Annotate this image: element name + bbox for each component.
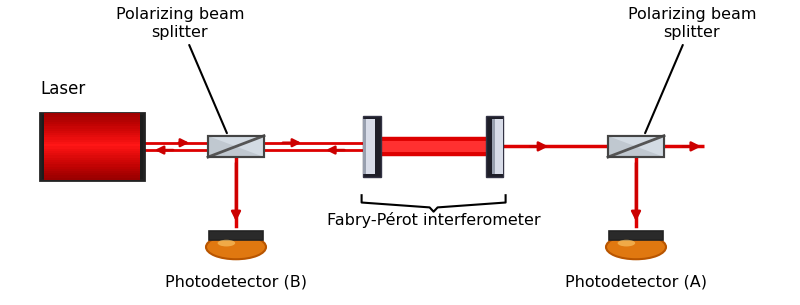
FancyBboxPatch shape — [44, 128, 140, 131]
FancyBboxPatch shape — [44, 133, 140, 135]
FancyBboxPatch shape — [44, 173, 140, 175]
FancyBboxPatch shape — [486, 116, 503, 177]
FancyBboxPatch shape — [609, 231, 663, 240]
FancyBboxPatch shape — [44, 167, 140, 169]
FancyBboxPatch shape — [44, 126, 140, 128]
FancyBboxPatch shape — [44, 122, 140, 124]
Text: Photodetector (B): Photodetector (B) — [165, 274, 307, 289]
Text: Photodetector (A): Photodetector (A) — [565, 274, 707, 289]
Polygon shape — [608, 136, 664, 157]
FancyBboxPatch shape — [44, 120, 140, 122]
FancyBboxPatch shape — [44, 113, 140, 115]
Ellipse shape — [606, 235, 666, 259]
FancyBboxPatch shape — [492, 119, 494, 174]
Polygon shape — [208, 136, 264, 157]
FancyBboxPatch shape — [44, 144, 140, 146]
FancyBboxPatch shape — [209, 231, 263, 240]
FancyBboxPatch shape — [44, 169, 140, 171]
FancyBboxPatch shape — [44, 151, 140, 153]
Ellipse shape — [218, 240, 235, 246]
FancyBboxPatch shape — [44, 140, 140, 142]
FancyBboxPatch shape — [44, 131, 140, 133]
Ellipse shape — [206, 235, 266, 259]
FancyBboxPatch shape — [44, 146, 140, 149]
FancyBboxPatch shape — [363, 119, 366, 174]
FancyBboxPatch shape — [44, 138, 140, 140]
FancyBboxPatch shape — [44, 175, 140, 178]
FancyBboxPatch shape — [44, 158, 140, 160]
FancyBboxPatch shape — [44, 135, 140, 138]
FancyBboxPatch shape — [44, 142, 140, 144]
FancyBboxPatch shape — [363, 116, 381, 177]
Polygon shape — [208, 136, 264, 157]
FancyBboxPatch shape — [44, 155, 140, 158]
FancyBboxPatch shape — [44, 178, 140, 180]
FancyBboxPatch shape — [44, 124, 140, 126]
FancyBboxPatch shape — [44, 117, 140, 120]
FancyBboxPatch shape — [492, 119, 503, 174]
FancyBboxPatch shape — [44, 160, 140, 162]
FancyBboxPatch shape — [40, 113, 144, 180]
Text: Laser: Laser — [40, 80, 86, 98]
Text: Polarizing beam
splitter: Polarizing beam splitter — [628, 7, 756, 133]
Ellipse shape — [618, 240, 635, 246]
FancyBboxPatch shape — [44, 153, 140, 155]
FancyBboxPatch shape — [44, 164, 140, 167]
Text: Polarizing beam
splitter: Polarizing beam splitter — [116, 7, 244, 133]
FancyBboxPatch shape — [44, 115, 140, 117]
Text: Fabry-Pérot interferometer: Fabry-Pérot interferometer — [326, 212, 541, 228]
Polygon shape — [608, 136, 664, 157]
FancyBboxPatch shape — [44, 171, 140, 173]
FancyBboxPatch shape — [44, 149, 140, 151]
FancyBboxPatch shape — [363, 119, 374, 174]
FancyBboxPatch shape — [44, 162, 140, 164]
